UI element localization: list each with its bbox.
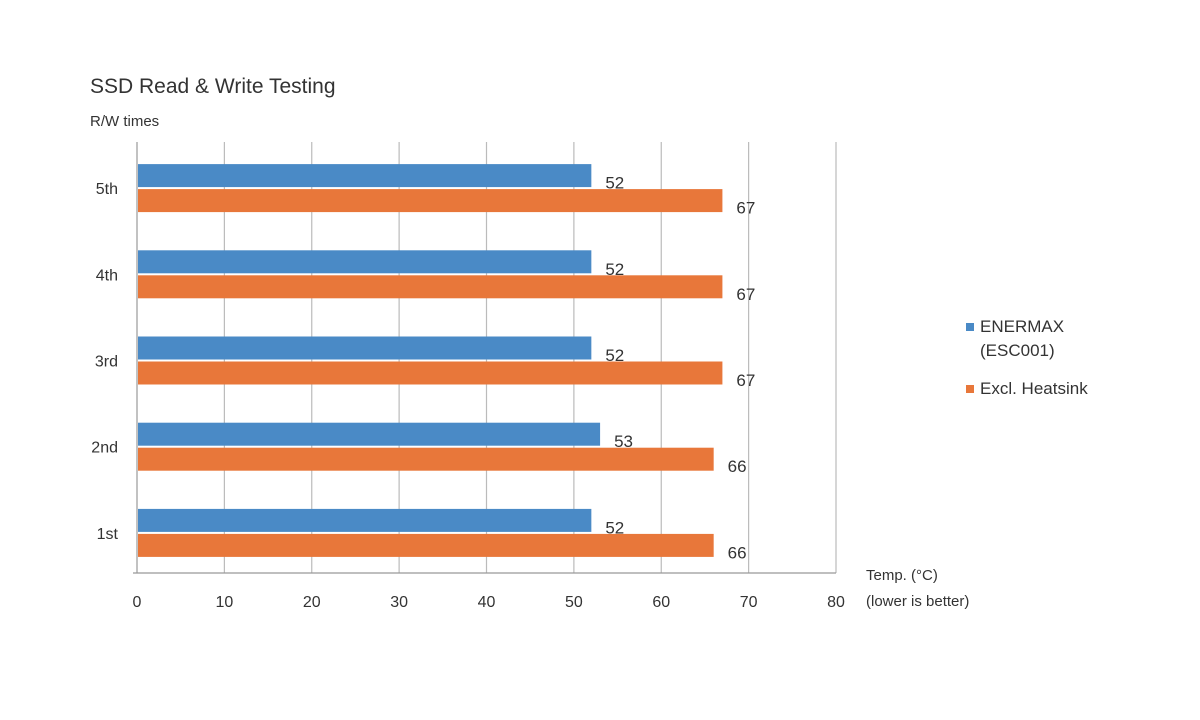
legend-swatch xyxy=(966,323,974,331)
x-tick-label: 0 xyxy=(133,594,142,611)
legend: ENERMAX (ESC001) Excl. Heatsink xyxy=(966,317,1088,398)
data-label: 52 xyxy=(605,346,624,365)
x-tick-label: 10 xyxy=(215,594,233,611)
data-label: 52 xyxy=(605,518,624,537)
y-tick-label: 3rd xyxy=(95,354,118,371)
x-tick-label: 60 xyxy=(652,594,670,611)
y-axis-label: R/W times xyxy=(90,113,159,130)
data-label: 66 xyxy=(728,457,747,476)
bar xyxy=(138,508,592,532)
x-tick-label: 80 xyxy=(827,594,845,611)
legend-label: Excl. Heatsink xyxy=(980,379,1088,398)
x-axis-label-line1: Temp. (°C) xyxy=(866,567,938,584)
bar xyxy=(138,336,592,360)
data-label: 52 xyxy=(605,174,624,193)
bar xyxy=(138,447,714,471)
legend-label: ENERMAX xyxy=(980,317,1064,336)
data-label: 66 xyxy=(728,543,747,562)
x-tick-label: 20 xyxy=(303,594,321,611)
bar xyxy=(138,361,723,385)
chart-title: SSD Read & Write Testing xyxy=(90,75,336,98)
bar xyxy=(138,164,592,188)
y-tick-label: 4th xyxy=(96,267,118,284)
x-tick-label: 70 xyxy=(740,594,758,611)
legend-swatch xyxy=(966,385,974,393)
bar xyxy=(138,189,723,213)
data-label: 53 xyxy=(614,432,633,451)
y-tick-label: 2nd xyxy=(91,440,118,457)
y-tick-label: 5th xyxy=(96,181,118,198)
x-tick-label: 50 xyxy=(565,594,583,611)
data-label: 67 xyxy=(736,199,755,218)
bar xyxy=(138,422,601,446)
bar xyxy=(138,250,592,274)
bar xyxy=(138,275,723,299)
x-tick-label: 30 xyxy=(390,594,408,611)
x-tick-label: 40 xyxy=(478,594,496,611)
legend-label: (ESC001) xyxy=(980,341,1055,360)
data-label: 67 xyxy=(736,285,755,304)
data-label: 67 xyxy=(736,371,755,390)
bar xyxy=(138,533,714,557)
data-label: 52 xyxy=(605,260,624,279)
x-axis-label-line2: (lower is better) xyxy=(866,593,969,610)
y-tick-label: 1st xyxy=(97,526,119,543)
